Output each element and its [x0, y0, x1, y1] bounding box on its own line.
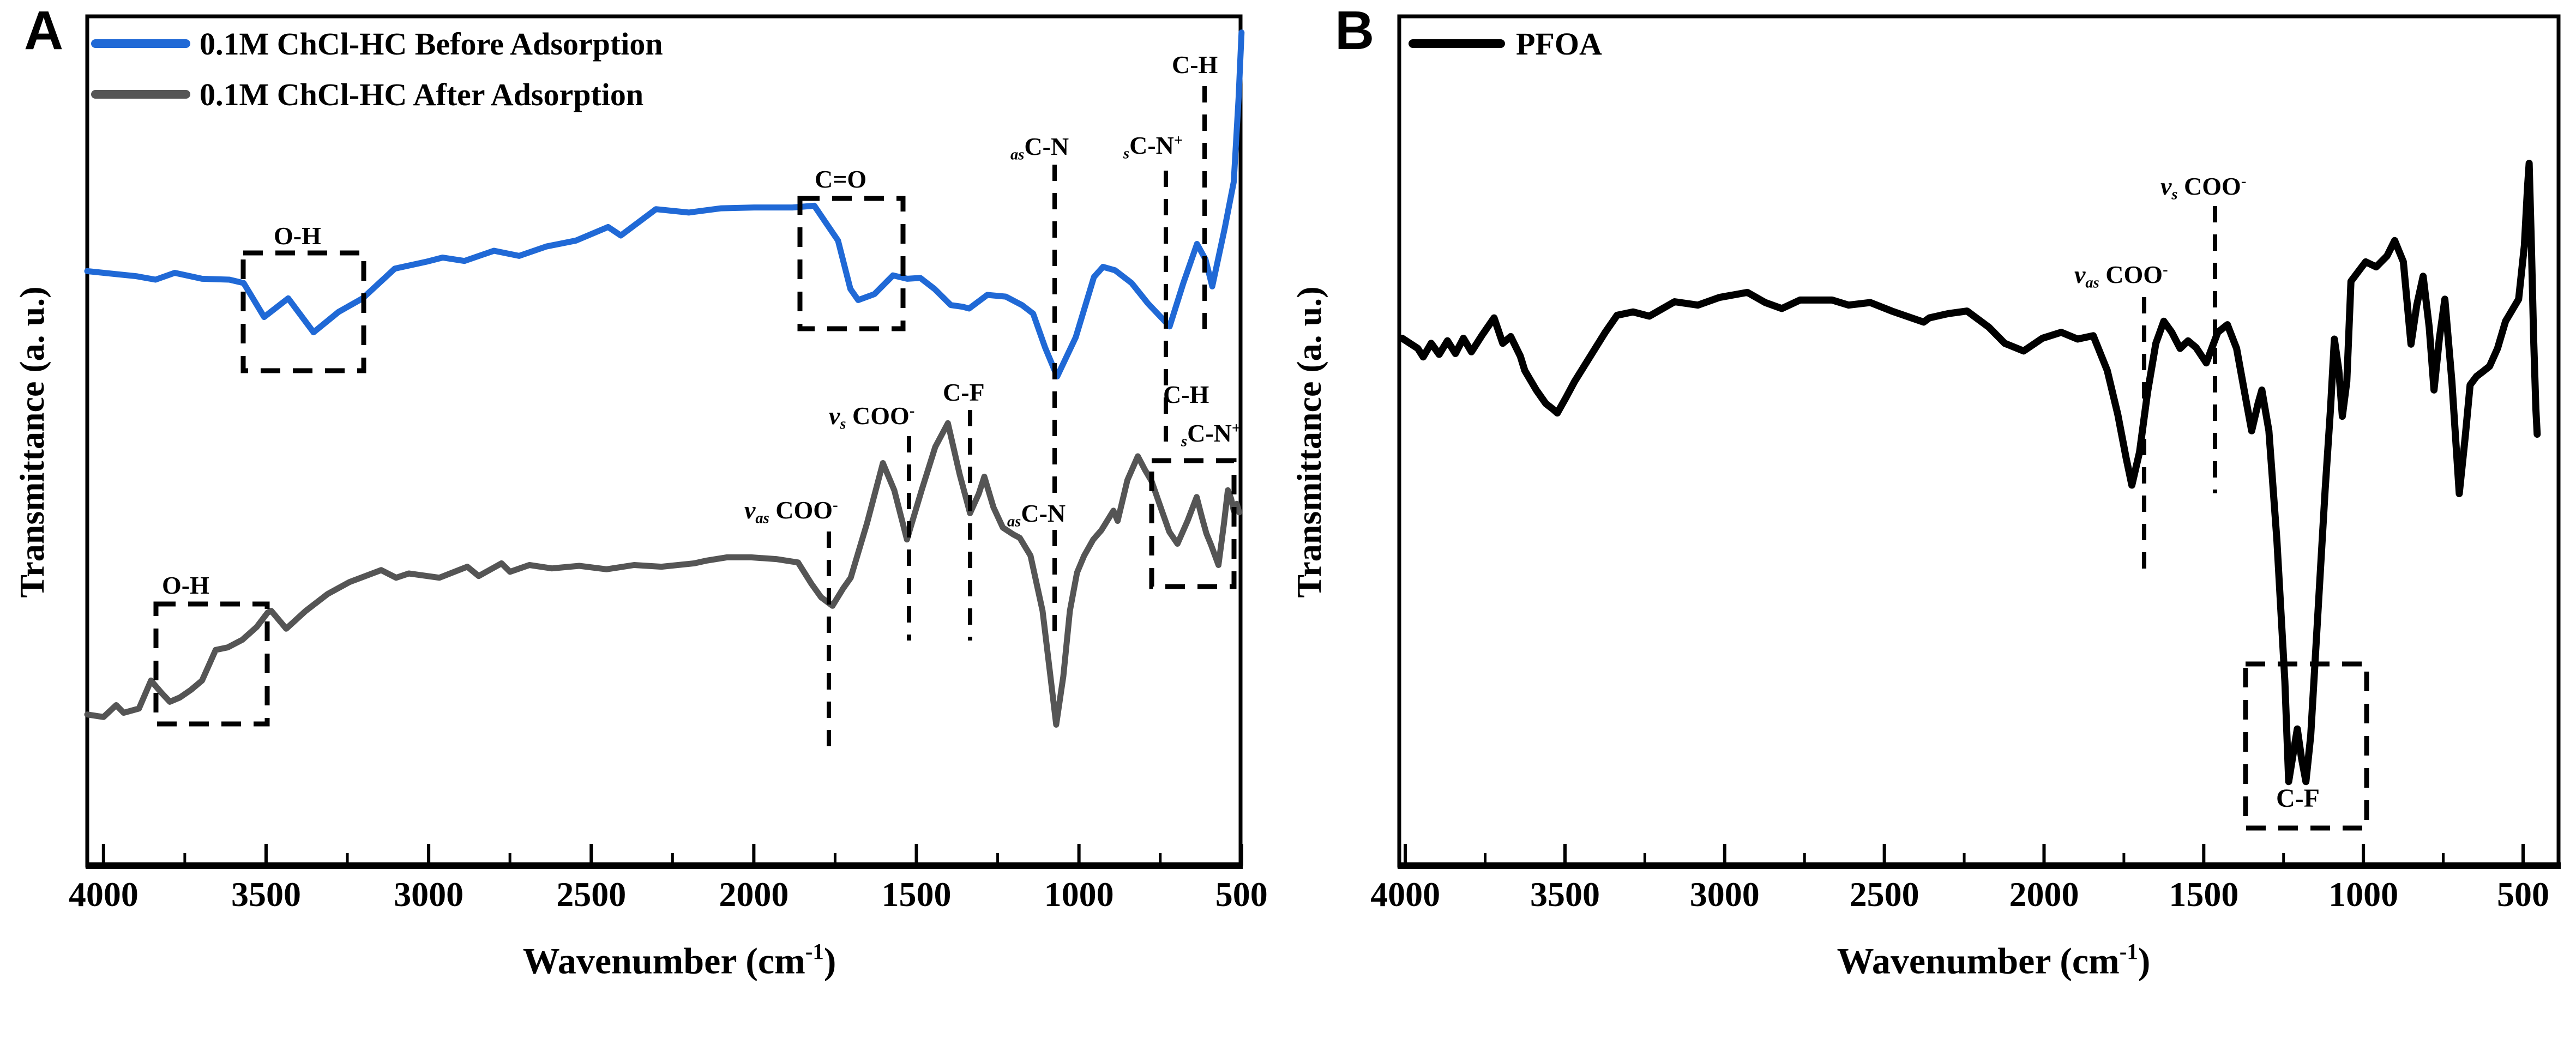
svg-text:500: 500 — [2497, 875, 2549, 914]
annotation-lines — [827, 86, 2217, 758]
panel-a-y-axis-label: Transmittance (a. u.) — [13, 286, 51, 598]
cf-box-pfoa — [2243, 661, 2369, 831]
annotation-ascn-after: asC-N — [1007, 499, 1066, 530]
svg-text:500: 500 — [1215, 875, 1268, 914]
legend-label-before: 0.1M ChCl-HC Before Adsorption — [200, 26, 663, 62]
svg-text:2000: 2000 — [719, 875, 789, 914]
annotation-vs-coo-after: νs COO- — [829, 402, 915, 433]
svg-text:1500: 1500 — [2169, 875, 2238, 914]
spectrum-chcl-hc-after — [84, 420, 1243, 728]
panel-a-label: A — [24, 0, 64, 61]
svg-text:3500: 3500 — [1530, 875, 1600, 914]
legend-label-pfoa: PFOA — [1516, 26, 1602, 62]
panel-b-x-axis-label: Wavenumber (cm-1) — [1837, 939, 2151, 982]
svg-text:1500: 1500 — [882, 875, 952, 914]
svg-text:3000: 3000 — [1690, 875, 1760, 914]
annotation-ch-before: C-H — [1172, 51, 1218, 78]
legend-swatch-before — [91, 39, 190, 48]
annotation-vs-coo-pfoa: νs COO- — [2160, 172, 2247, 203]
legend-label-after: 0.1M ChCl-HC After Adsorption — [200, 77, 644, 112]
svg-text:2500: 2500 — [556, 875, 626, 914]
annotation-scnp-after: sC-N+ — [1181, 419, 1241, 450]
annotation-vas-coo-pfoa: νas COO- — [2074, 261, 2168, 292]
legend-swatch-pfoa — [1409, 39, 1505, 48]
svg-text:1000: 1000 — [1044, 875, 1114, 914]
svg-text:3000: 3000 — [394, 875, 464, 914]
annotation-ch-after: C-H — [1163, 380, 1209, 408]
annotation-co-before: C=O — [815, 165, 867, 193]
svg-text:2000: 2000 — [2009, 875, 2079, 914]
legend-swatch-after — [91, 90, 190, 99]
annotation-scnp-before: sC-N+ — [1123, 131, 1183, 162]
oh-box-after — [153, 601, 270, 727]
spectrum-pfoa — [1398, 160, 2541, 786]
annotation-vas-coo-after: νas COO- — [744, 496, 838, 527]
panel-a-xticks: 4000 3500 3000 2500 2000 1500 1000 500 — [69, 844, 1268, 914]
annotation-cf-pfoa: C-F — [2276, 784, 2320, 813]
annotation-cf-after: C-F — [943, 378, 985, 406]
svg-text:1000: 1000 — [2328, 875, 2398, 914]
spectrum-chcl-hc-before — [84, 29, 1245, 380]
panel-a-x-axis-label: Wavenumber (cm-1) — [522, 939, 836, 982]
panel-b-label: B — [1335, 0, 1375, 61]
oh-box-before — [240, 250, 366, 373]
svg-text:3500: 3500 — [231, 875, 301, 914]
annotation-boxes — [153, 196, 2369, 831]
scn-ch-box-after — [1149, 458, 1237, 589]
annotation-oh-after: O-H — [162, 571, 209, 599]
svg-text:4000: 4000 — [69, 875, 139, 914]
svg-text:2500: 2500 — [1850, 875, 1919, 914]
panel-b-y-axis-label: Transmittance (a. u.) — [1290, 286, 1328, 598]
co-box-before — [797, 196, 906, 331]
panel-b-xticks: 4000 3500 3000 2500 2000 1500 1000 500 — [1370, 844, 2549, 914]
panel-b-frame — [1397, 14, 2561, 868]
annotation-oh-before: O-H — [274, 222, 321, 250]
svg-text:4000: 4000 — [1370, 875, 1440, 914]
annotation-ascn-before: asC-N — [1010, 132, 1069, 164]
